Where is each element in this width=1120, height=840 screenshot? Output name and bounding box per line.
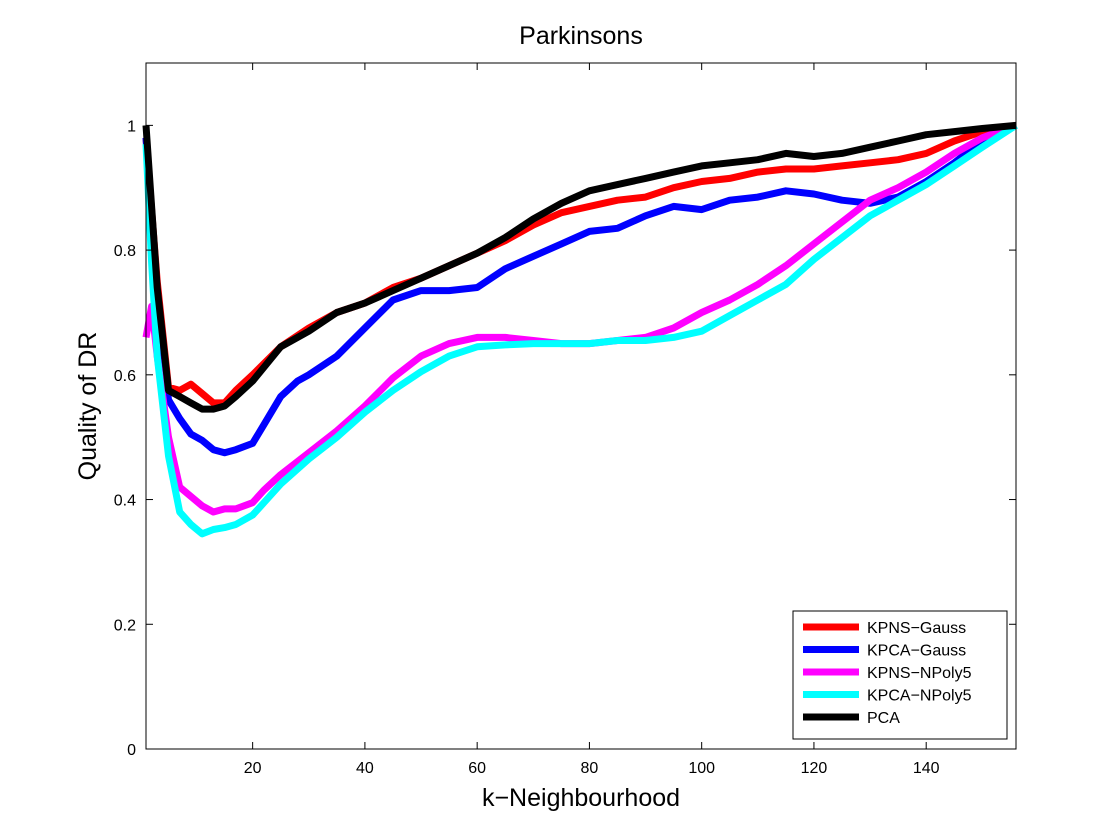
series-line-kpca-gauss [142, 122, 1018, 457]
y-axis-label: Quality of DR [74, 332, 102, 481]
series-line-pca [142, 121, 1017, 413]
plot-frame [145, 62, 1017, 750]
chart-title: Parkinsons [519, 22, 643, 50]
x-tick-label: 40 [356, 760, 374, 777]
y-tick-label: 0.4 [114, 493, 136, 510]
series-layer [142, 121, 1018, 538]
legend-label-kpca-npoly5: KPCA−NPoly5 [867, 688, 972, 705]
legend-items: KPNS−Gauss KPCA−Gauss KPNS−NPoly5 KPCA−NPol… [803, 620, 972, 727]
y-tick-label: 0.2 [114, 617, 136, 634]
series-line-kpns-npoly5 [142, 122, 1018, 516]
y-tick-label: 0 [127, 742, 136, 759]
x-tick-label: 120 [801, 760, 828, 777]
x-tick-label: 20 [244, 760, 262, 777]
x-tick-label: 80 [581, 760, 599, 777]
legend-label-kpns-npoly5: KPNS−NPoly5 [867, 665, 972, 682]
x-tick-label: 100 [688, 760, 715, 777]
legend-label-kpca-gauss: KPCA−Gauss [867, 643, 966, 660]
tick-layer: 20 40 60 80 100 120 140 0 0.2 0.4 0.6 0.8 1 [114, 63, 1016, 777]
series-line-kpca-npoly5 [142, 122, 1018, 538]
x-tick-label: 140 [913, 760, 940, 777]
y-tick-label: 1 [127, 118, 136, 135]
legend-label-pca: PCA [867, 710, 900, 727]
y-tick-label: 0.6 [114, 368, 136, 385]
legend: KPNS−Gauss KPCA−Gauss KPNS−NPoly5 KPCA−NPol… [792, 610, 1008, 740]
x-tick-label: 60 [468, 760, 486, 777]
x-axis-label: k−Neighbourhood [482, 784, 680, 812]
legend-label-kpns-gauss: KPNS−Gauss [867, 620, 966, 637]
y-tick-label: 0.8 [114, 243, 136, 260]
